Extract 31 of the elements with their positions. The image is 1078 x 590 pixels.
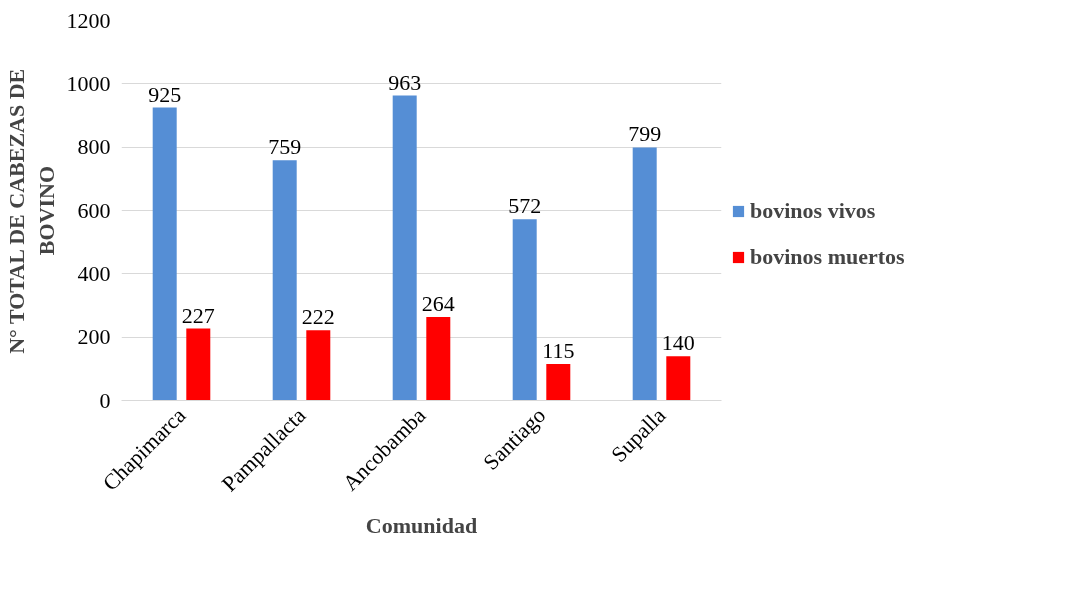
data-label: 925 — [148, 81, 182, 107]
y-tick-label: 0 — [99, 387, 111, 413]
bar — [426, 316, 451, 401]
data-label: 222 — [301, 304, 335, 330]
y-tick-label: 600 — [77, 197, 111, 223]
x-axis-title: Comunidad — [365, 513, 478, 539]
bar — [272, 160, 297, 401]
data-label: 759 — [268, 134, 302, 160]
legend-label: bovinos muertos — [750, 244, 905, 270]
data-label: 264 — [421, 290, 455, 316]
y-tick-label: 1000 — [66, 70, 111, 96]
y-tick-label: 800 — [77, 134, 111, 160]
data-label: 963 — [388, 69, 422, 95]
y-tick-label: 200 — [77, 324, 111, 350]
bar — [152, 107, 177, 401]
data-label: 140 — [661, 330, 695, 356]
bar — [632, 147, 657, 401]
bar — [512, 219, 537, 401]
data-label: 572 — [508, 193, 542, 219]
data-label: 115 — [542, 338, 575, 364]
data-label: 799 — [628, 121, 662, 147]
y-tick-label: 1200 — [66, 7, 111, 33]
bar — [186, 328, 211, 401]
y-axis-title: N° TOTAL DE CABEZAS DE BOVINO — [3, 68, 59, 354]
legend-label: bovinos vivos — [750, 198, 876, 224]
data-label: 227 — [181, 302, 215, 328]
bar — [666, 356, 691, 401]
bar — [306, 330, 331, 401]
y-tick-label: 400 — [77, 260, 111, 286]
bar — [546, 364, 571, 401]
bar — [392, 95, 417, 401]
